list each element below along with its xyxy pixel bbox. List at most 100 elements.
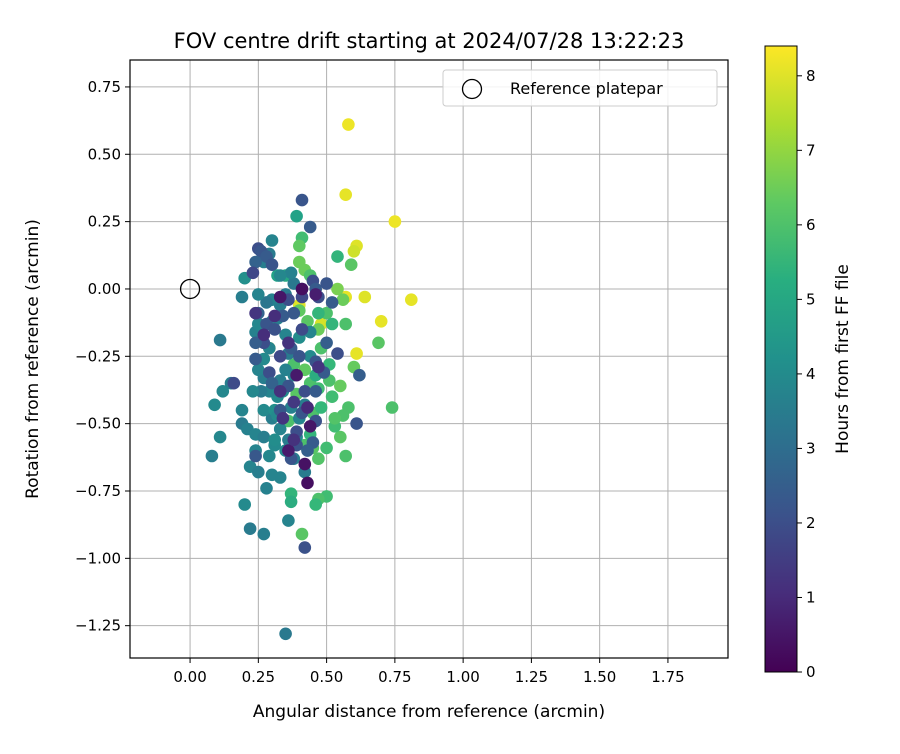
scatter-point xyxy=(279,363,292,377)
colorbar-tick-label: 1 xyxy=(806,588,816,606)
scatter-point xyxy=(309,385,323,398)
scatter-point xyxy=(405,293,418,307)
scatter-point xyxy=(314,401,328,414)
scatter-point xyxy=(265,376,279,390)
scatter-point xyxy=(298,457,312,471)
scatter-point xyxy=(273,385,287,398)
y-tick-label: 0.25 xyxy=(88,213,121,231)
scatter-point xyxy=(303,420,317,433)
y-axis-label: Rotation from reference (arcmin) xyxy=(23,219,43,499)
scatter-point xyxy=(331,282,344,296)
y-tick-label: 0.50 xyxy=(88,145,121,163)
scatter-point xyxy=(208,398,221,412)
x-tick-label: 0.50 xyxy=(310,668,343,686)
colorbar-tick-label: 4 xyxy=(806,365,816,383)
x-tick-label: 1.50 xyxy=(583,668,616,686)
scatter-point xyxy=(213,333,227,347)
scatter-point xyxy=(295,193,309,207)
scatter-point xyxy=(312,360,325,374)
scatter-point xyxy=(216,385,230,398)
grid xyxy=(130,60,728,658)
scatter-point xyxy=(246,266,260,280)
scatter-point xyxy=(249,255,262,269)
scatter-point xyxy=(273,269,287,282)
scatter-point xyxy=(282,514,295,527)
scatter-point xyxy=(235,403,249,417)
data-points xyxy=(179,118,418,641)
scatter-point xyxy=(350,347,363,360)
x-tick-label: 0.00 xyxy=(173,668,206,686)
y-tick-label: −1.25 xyxy=(75,617,121,635)
scatter-point xyxy=(350,417,363,430)
x-tick-label: 0.75 xyxy=(378,668,411,686)
scatter-point xyxy=(227,376,241,390)
scatter-point xyxy=(265,258,279,272)
scatter-point xyxy=(287,395,301,409)
x-tick-label: 1.00 xyxy=(446,668,479,686)
scatter-point xyxy=(312,306,325,320)
scatter-point xyxy=(249,449,262,463)
colorbar-ticks: 0 1 2 3 4 5 6 7 8 xyxy=(797,67,816,681)
scatter-point xyxy=(342,118,355,131)
scatter-point xyxy=(353,368,366,382)
scatter-point xyxy=(334,430,347,444)
scatter-point xyxy=(325,296,339,309)
scatter-point xyxy=(334,379,347,393)
colorbar-tick-label: 0 xyxy=(806,663,816,681)
scatter-point xyxy=(325,390,339,404)
x-tick-label: 1.25 xyxy=(515,668,548,686)
scatter-point xyxy=(265,468,279,482)
scatter-point xyxy=(339,449,353,463)
y-tick-label: 0.00 xyxy=(88,280,121,298)
scatter-point xyxy=(260,482,273,495)
scatter-point xyxy=(336,293,350,307)
colorbar-tick-label: 7 xyxy=(806,141,816,159)
scatter-point xyxy=(290,209,303,223)
scatter-point xyxy=(298,385,312,398)
colorbar-tick-label: 6 xyxy=(806,216,816,234)
scatter-point xyxy=(331,347,344,360)
y-tick-label: −0.50 xyxy=(75,415,121,433)
x-tick-label: 0.25 xyxy=(242,668,275,686)
legend-open-circle-icon xyxy=(461,78,483,100)
scatter-point xyxy=(320,441,333,455)
scatter-point xyxy=(374,315,388,328)
scatter-point xyxy=(293,350,306,363)
y-tick-label: 0.75 xyxy=(88,78,121,96)
scatter-point xyxy=(249,336,262,350)
scatter-point xyxy=(260,296,273,309)
scatter-point xyxy=(284,495,298,509)
colorbar-tick-label: 2 xyxy=(806,514,816,532)
x-axis-label: Angular distance from reference (arcmin) xyxy=(253,702,605,722)
colorbar-gradient xyxy=(764,45,798,673)
scatter-point xyxy=(325,317,339,331)
scatter-point xyxy=(301,401,314,414)
scatter-point xyxy=(328,412,342,425)
legend-entry: Reference platepar xyxy=(510,79,663,98)
scatter-point xyxy=(331,250,344,263)
scatter-point xyxy=(293,239,306,253)
colorbar: 0 1 2 3 4 5 6 7 8 Hours from first FF file xyxy=(764,45,853,681)
colorbar-tick-label: 8 xyxy=(806,67,816,85)
y-tick-label: −0.75 xyxy=(75,482,121,500)
scatter-point xyxy=(290,368,303,382)
scatter-point xyxy=(372,336,385,350)
legend-box xyxy=(442,69,718,107)
colorbar-tick-label: 3 xyxy=(806,439,816,457)
scatter-point xyxy=(257,430,271,444)
scatter-point xyxy=(243,522,257,535)
scatter-point xyxy=(273,422,287,436)
scatter-point xyxy=(303,220,317,234)
scatter-point xyxy=(388,215,402,228)
scatter-point xyxy=(339,188,353,201)
reference-point-marker xyxy=(179,278,201,300)
scatter-point xyxy=(213,430,227,444)
scatter-point xyxy=(309,288,323,301)
legend: Reference platepar xyxy=(442,69,718,107)
scatter-point xyxy=(320,336,333,350)
scatter-point xyxy=(295,323,309,336)
scatter-point xyxy=(263,366,276,379)
scatter-point xyxy=(257,403,271,417)
